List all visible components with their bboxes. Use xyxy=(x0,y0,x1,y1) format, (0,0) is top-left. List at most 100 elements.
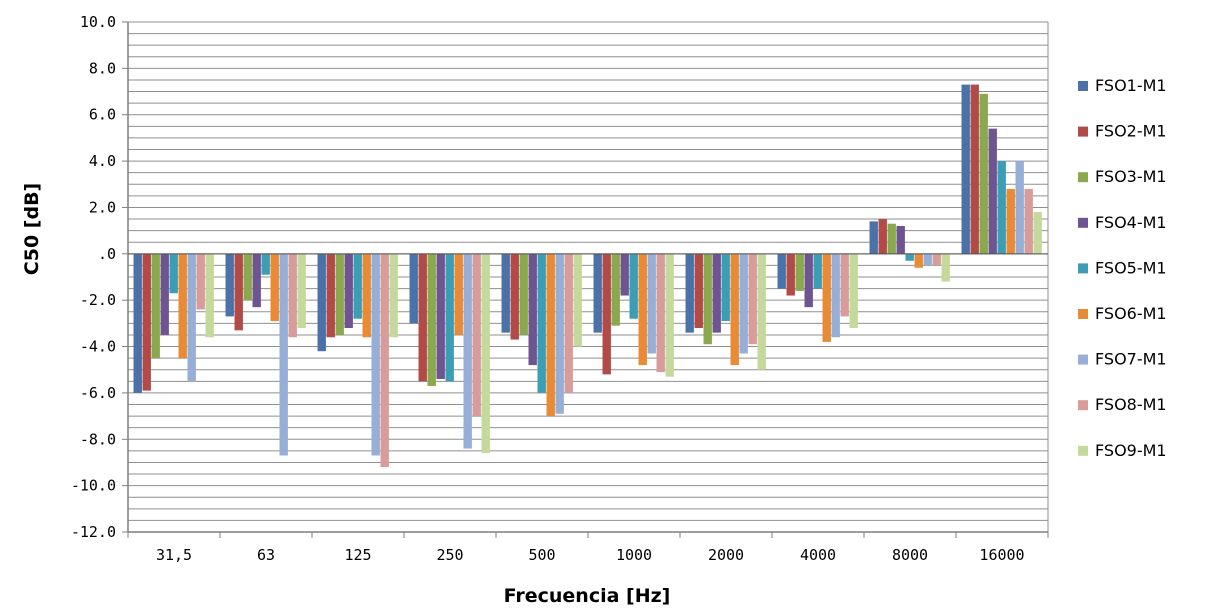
bar xyxy=(822,253,831,342)
y-tick-label: 6.0 xyxy=(89,106,116,124)
bar xyxy=(288,253,297,338)
legend-label: FSO6-M1 xyxy=(1095,304,1167,323)
bar xyxy=(371,253,380,456)
bar xyxy=(831,253,840,338)
legend-swatch xyxy=(1078,217,1088,228)
bar xyxy=(279,253,288,456)
bar xyxy=(712,253,721,333)
bar xyxy=(685,253,694,333)
legend: FSO1-M1 FSO2-M1 FSO3-M1 FSO4-M1 FSO5-M1 FSO6-… xyxy=(1078,76,1167,460)
bar xyxy=(703,253,712,345)
y-tick-label: -8.0 xyxy=(80,430,116,448)
x-tick-label: 500 xyxy=(528,546,555,564)
bar xyxy=(169,253,178,294)
bar xyxy=(472,253,481,417)
bar xyxy=(205,253,214,338)
bar xyxy=(665,253,674,377)
bar xyxy=(757,253,766,370)
x-tick-label: 125 xyxy=(344,546,371,564)
y-tick-label: .0 xyxy=(98,245,116,263)
bar xyxy=(160,253,169,335)
legend-swatch xyxy=(1078,172,1088,183)
bar xyxy=(353,253,362,319)
bar xyxy=(611,253,620,326)
y-axis-title: C50 [dB] xyxy=(21,183,43,275)
bar xyxy=(878,219,887,254)
bar xyxy=(748,253,757,345)
axes xyxy=(122,21,1049,538)
bar xyxy=(555,253,564,414)
bar xyxy=(519,253,528,335)
bar xyxy=(905,253,914,261)
x-tick-label: 1000 xyxy=(616,546,652,564)
y-tick-label: 10.0 xyxy=(80,13,116,31)
bar xyxy=(638,253,647,366)
bar xyxy=(887,223,896,254)
y-tick-label: -6.0 xyxy=(80,384,116,402)
bar xyxy=(501,253,510,333)
legend-swatch xyxy=(1078,309,1088,319)
bar xyxy=(840,253,849,317)
x-tick-label: 250 xyxy=(436,546,463,564)
bar xyxy=(602,253,611,375)
y-tick-label: -12.0 xyxy=(71,523,116,541)
legend-swatch xyxy=(1078,445,1088,456)
bar xyxy=(463,253,472,449)
y-tick-label: -4.0 xyxy=(80,338,116,356)
x-tick-labels: 31,5 63 125 250 500 1000 2000 4000 8000 16000 xyxy=(156,546,1025,564)
bar xyxy=(234,253,243,331)
bar xyxy=(243,253,252,301)
y-tick-label: 2.0 xyxy=(89,198,116,216)
bar xyxy=(804,253,813,308)
legend-label: FSO2-M1 xyxy=(1095,122,1167,141)
bar xyxy=(326,253,335,338)
bar xyxy=(777,253,786,289)
bar xyxy=(270,253,279,322)
bar xyxy=(380,253,389,468)
bar xyxy=(647,253,656,354)
bar xyxy=(546,253,555,417)
bar xyxy=(970,84,979,254)
x-tick-label: 63 xyxy=(257,546,275,564)
bar xyxy=(896,226,905,254)
bar xyxy=(786,253,795,296)
bar xyxy=(923,253,932,266)
bar xyxy=(133,253,142,393)
legend-swatch xyxy=(1078,400,1088,411)
bar xyxy=(721,253,730,322)
legend-swatch xyxy=(1078,81,1088,91)
bar xyxy=(573,253,582,347)
bar xyxy=(261,253,270,275)
bar xyxy=(593,253,602,333)
bar xyxy=(187,253,196,382)
x-tick-label: 2000 xyxy=(708,546,744,564)
bar xyxy=(1033,212,1042,254)
grid xyxy=(128,21,1049,533)
bar xyxy=(510,253,519,340)
bar xyxy=(389,253,398,338)
bar xyxy=(317,253,326,352)
bar xyxy=(979,93,988,254)
bar xyxy=(409,253,418,324)
bar xyxy=(151,253,160,359)
bar xyxy=(362,253,371,338)
y-tick-label: 8.0 xyxy=(89,59,116,77)
legend-label: FSO8-M1 xyxy=(1095,395,1167,414)
bar xyxy=(730,253,739,366)
bar xyxy=(537,253,546,393)
bar xyxy=(1006,188,1015,254)
legend-swatch xyxy=(1078,126,1088,137)
bar xyxy=(1024,188,1033,254)
bar xyxy=(564,253,573,393)
legend-label: FSO7-M1 xyxy=(1095,350,1167,369)
bar xyxy=(196,253,205,310)
bar xyxy=(620,253,629,296)
bar xyxy=(436,253,445,379)
bar xyxy=(344,253,353,328)
y-tick-label: -10.0 xyxy=(71,477,116,495)
bar xyxy=(418,253,427,382)
bar xyxy=(932,253,941,266)
bar xyxy=(997,161,1006,254)
bar xyxy=(335,253,344,335)
